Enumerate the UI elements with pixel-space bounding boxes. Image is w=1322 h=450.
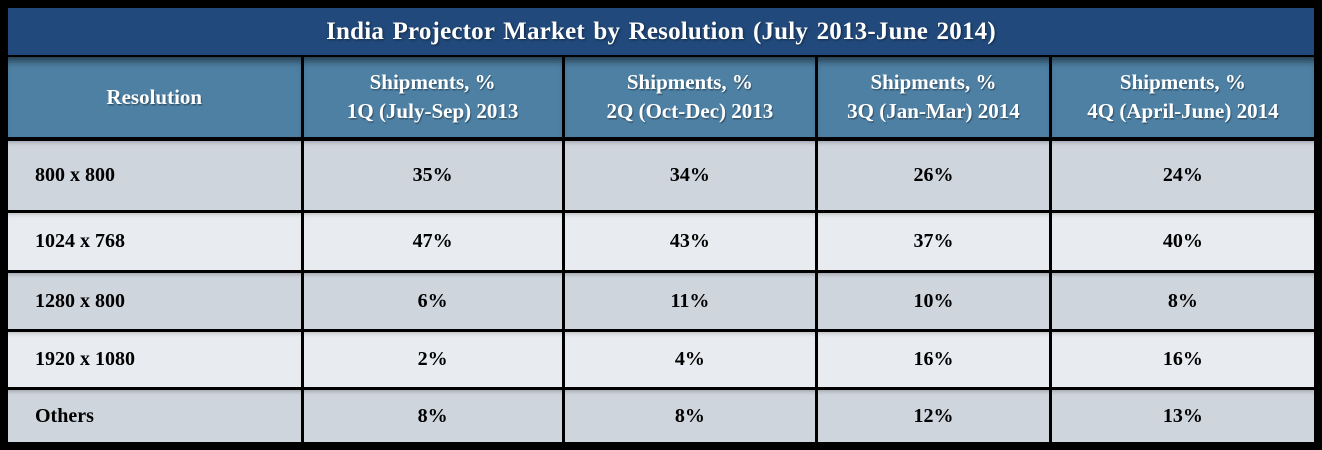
header-label-line1: Shipments, %: [369, 70, 496, 95]
cell-value: 8%: [1048, 273, 1314, 329]
header-row: Resolution Shipments, % 1Q (July-Sep) 20…: [8, 57, 1314, 137]
header-label-line1: Shipments, %: [1119, 70, 1246, 95]
cell-value: 4%: [561, 332, 816, 387]
table-row: 1920 x 1080 2% 4% 16% 16%: [8, 332, 1314, 387]
cell-value: 13%: [1048, 390, 1314, 442]
row-label: 1280 x 800: [8, 273, 301, 329]
table-row: 1024 x 768 47% 43% 37% 40%: [8, 213, 1314, 270]
cell-value: 12%: [815, 390, 1049, 442]
cell-value: 6%: [300, 273, 562, 329]
cell-value: 16%: [815, 332, 1049, 387]
table-row: 800 x 800 35% 34% 26% 24%: [8, 141, 1314, 210]
row-label: 800 x 800: [8, 141, 301, 210]
cell-value: 26%: [815, 141, 1049, 210]
header-label-line2: 2Q (Oct-Dec) 2013: [606, 99, 774, 123]
table-row: Others 8% 8% 12% 13%: [8, 390, 1314, 442]
header-label-line2: 1Q (July-Sep) 2013: [346, 99, 519, 123]
row-label: Others: [8, 390, 301, 442]
header-cell-q2: Shipments, % 2Q (Oct-Dec) 2013: [561, 57, 816, 137]
header-label: Resolution: [106, 84, 203, 109]
cell-value: 24%: [1048, 141, 1314, 210]
cell-value: 8%: [561, 390, 816, 442]
table-row: 1280 x 800 6% 11% 10% 8%: [8, 273, 1314, 329]
header-label-line1: Shipments, %: [626, 70, 753, 95]
cell-value: 10%: [815, 273, 1049, 329]
header-label-line2: 3Q (Jan-Mar) 2014: [847, 99, 1020, 123]
cell-value: 16%: [1048, 332, 1314, 387]
cell-value: 34%: [561, 141, 816, 210]
cell-value: 8%: [300, 390, 562, 442]
row-label: 1920 x 1080: [8, 332, 301, 387]
table-title-bar: India Projector Market by Resolution (Ju…: [8, 8, 1314, 55]
header-label-line1: Shipments, %: [870, 70, 997, 95]
header-cell-q4: Shipments, % 4Q (April-June) 2014: [1048, 57, 1314, 137]
cell-value: 43%: [561, 213, 816, 270]
cell-value: 2%: [300, 332, 562, 387]
table-title: India Projector Market by Resolution (Ju…: [326, 17, 996, 45]
row-label: 1024 x 768: [8, 213, 301, 270]
header-label-line2: 4Q (April-June) 2014: [1087, 99, 1279, 123]
cell-value: 11%: [561, 273, 816, 329]
header-cell-resolution: Resolution: [8, 57, 301, 137]
header-cell-q1: Shipments, % 1Q (July-Sep) 2013: [300, 57, 562, 137]
cell-value: 37%: [815, 213, 1049, 270]
cell-value: 40%: [1048, 213, 1314, 270]
header-cell-q3: Shipments, % 3Q (Jan-Mar) 2014: [815, 57, 1049, 137]
cell-value: 47%: [300, 213, 562, 270]
cell-value: 35%: [300, 141, 562, 210]
